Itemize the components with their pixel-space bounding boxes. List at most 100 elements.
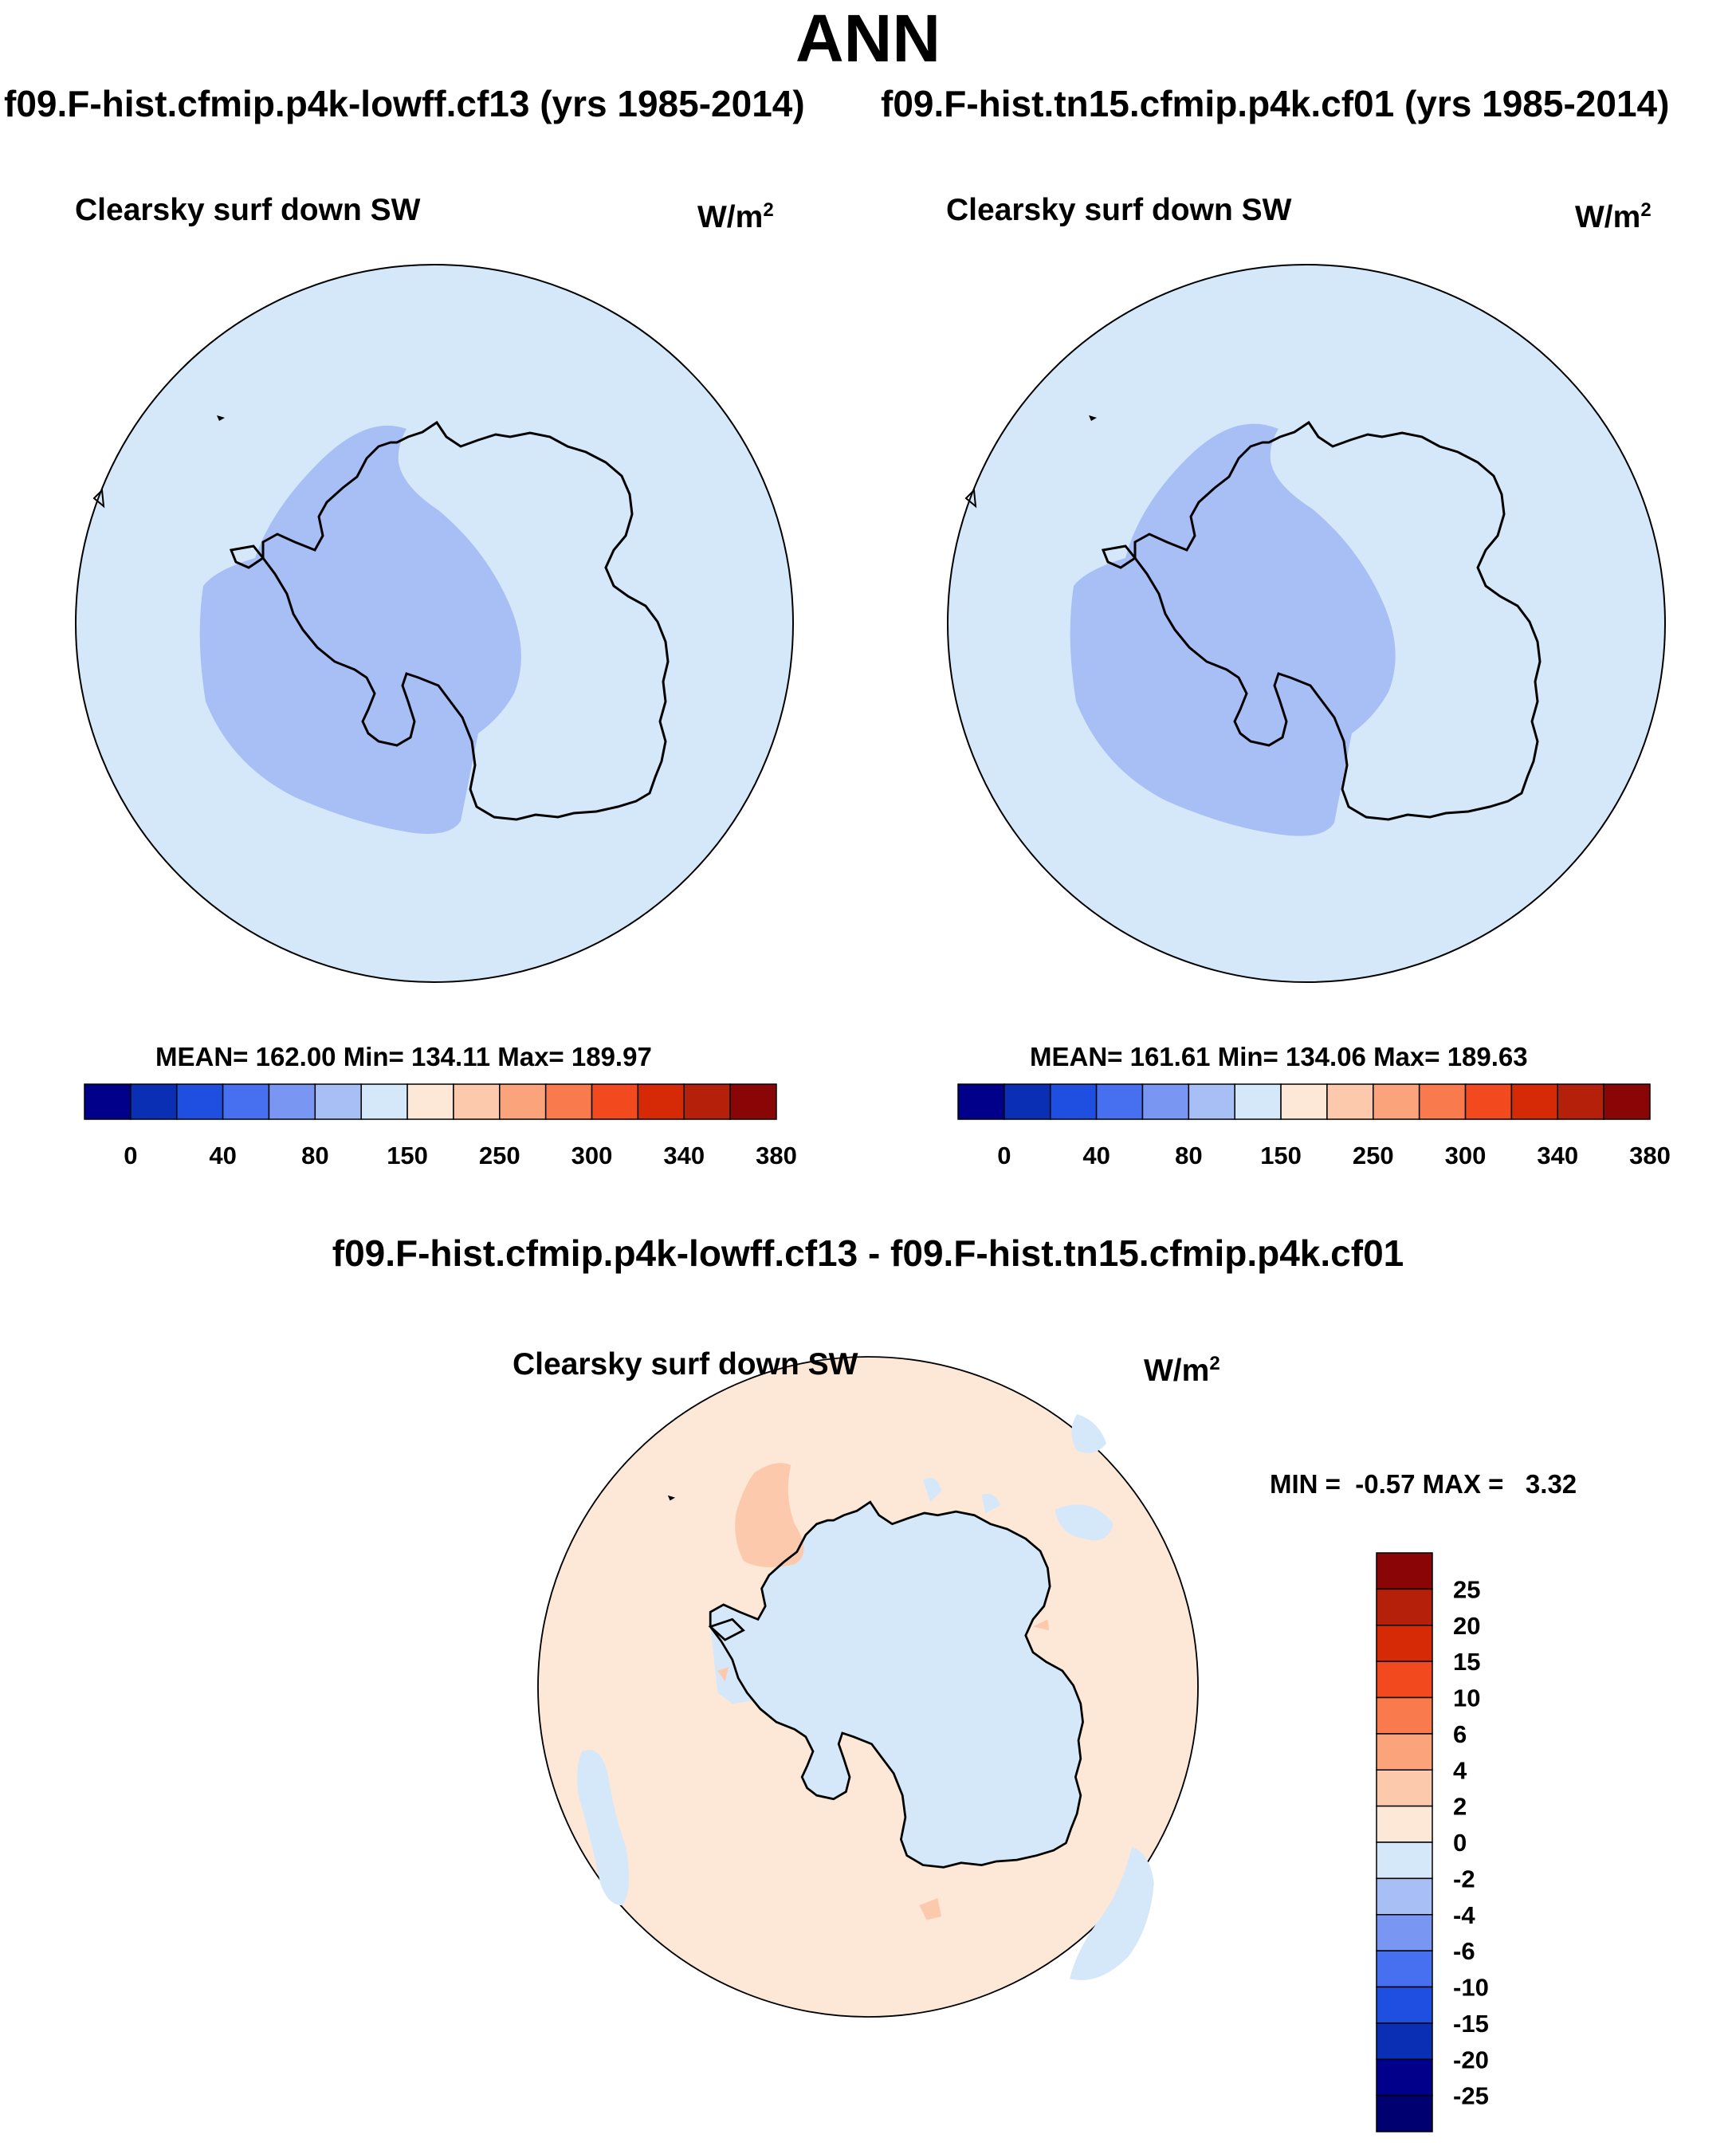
case1-colorbar-swatch-0 — [84, 1083, 132, 1120]
case2-variable-label: Clearsky surf down SW — [946, 193, 1292, 227]
case2-south-america-tip — [964, 488, 977, 509]
case1-units-exp: 2 — [763, 199, 774, 221]
diff-colorbar-tick-label: -10 — [1453, 1974, 1489, 2002]
case2-colorbar-tick-label: 0 — [997, 1142, 1011, 1169]
case1-units: W/m2 — [697, 199, 774, 235]
diff-colorbar-tick-label: 6 — [1453, 1720, 1467, 1748]
case1-ice-shelf-outline — [229, 544, 265, 569]
diff-units-base: W/m — [1144, 1354, 1210, 1388]
diff-colorbar-swatch-3 — [1376, 1661, 1433, 1699]
diff-colorbar-tick-label: -6 — [1453, 1937, 1475, 1965]
case1-colorbar-swatch-14 — [729, 1083, 777, 1120]
case2-colorbar: 0 40 80 150 250 300 340 380 — [957, 1083, 1671, 1169]
case1-low-value-region — [199, 425, 521, 834]
diff-colorbar-tick-label: -15 — [1453, 2010, 1489, 2038]
diff-colorbar-swatch-12 — [1376, 1986, 1433, 2024]
case1-island — [217, 415, 225, 421]
case2-units-exp: 2 — [1640, 199, 1652, 221]
case1-colorbar-tick-label: 250 — [479, 1142, 520, 1169]
diff-colorbar-tick-label: -20 — [1453, 2046, 1489, 2073]
case1-stats: MEAN= 162.00 Min= 134.11 Max= 189.97 — [155, 1042, 652, 1071]
diff-colorbar-swatch-10 — [1376, 1914, 1433, 1951]
case2-colorbar-swatch-6 — [1234, 1083, 1282, 1120]
diff-colorbar-swatch-5 — [1376, 1733, 1433, 1771]
case2-colorbar-tick-label: 80 — [1175, 1142, 1202, 1169]
case2-colorbar-tick-label: 300 — [1445, 1142, 1487, 1169]
case1-colorbar-tick-label: 300 — [571, 1142, 613, 1169]
case2-colorbar-swatch-9 — [1373, 1083, 1420, 1120]
case1-colorbar-swatch-6 — [360, 1083, 408, 1120]
case2-colorbar-tick-label: 40 — [1082, 1142, 1110, 1169]
case2-colorbar-swatch-2 — [1049, 1083, 1098, 1120]
diff-colorbar-tick-label: -4 — [1453, 1901, 1475, 1929]
case1-colorbar: 0 40 80 150 250 300 340 380 — [84, 1083, 797, 1169]
case1-colorbar-tick-label: 40 — [209, 1142, 236, 1169]
diff-colorbar-swatch-6 — [1376, 1769, 1433, 1807]
season-title: ANN — [795, 1, 941, 76]
case1-colorbar-swatch-9 — [499, 1083, 547, 1120]
case1-variable-label: Clearsky surf down SW — [75, 193, 421, 227]
case2-map — [947, 264, 1666, 983]
diff-colorbar-tick-label: 0 — [1453, 1829, 1467, 1857]
case2-colorbar-swatch-8 — [1326, 1083, 1374, 1120]
case1-south-america-tip — [92, 488, 105, 509]
diff-colorbar-tick-label: 15 — [1453, 1648, 1480, 1676]
diff-colorbar-tick-label: 20 — [1453, 1612, 1480, 1640]
case2-low-value-region — [1070, 423, 1396, 836]
diff-units: W/m2 — [1144, 1353, 1220, 1389]
diff-map — [537, 1356, 1199, 2018]
case2-colorbar-swatch-3 — [1095, 1083, 1144, 1120]
case1-colorbar-swatch-4 — [268, 1083, 316, 1120]
diff-island — [667, 1495, 676, 1501]
case1-colorbar-swatch-3 — [222, 1083, 270, 1120]
diff-colorbar-swatch-7 — [1376, 1805, 1433, 1843]
case2-colorbar-swatch-0 — [957, 1083, 1005, 1120]
case1-colorbar-swatch-12 — [637, 1083, 685, 1120]
case1-units-base: W/m — [697, 200, 764, 234]
case2-colorbar-swatch-7 — [1280, 1083, 1328, 1120]
case1-colorbar-swatch-5 — [314, 1083, 362, 1120]
diff-colorbar-tick-label: 10 — [1453, 1684, 1480, 1712]
case2-colorbar-swatch-1 — [1004, 1083, 1051, 1120]
case1-map — [75, 264, 794, 983]
case2-colorbar-swatch-14 — [1603, 1083, 1651, 1120]
case1-colorbar-tick-label: 340 — [663, 1142, 705, 1169]
diff-colorbar-swatch-11 — [1376, 1950, 1433, 1988]
diff-negative-regions — [577, 1413, 1154, 1980]
case1-colorbar-tick-label: 150 — [387, 1142, 428, 1169]
diff-units-exp: 2 — [1209, 1353, 1220, 1374]
diff-stats: MIN = -0.57 MAX = 3.32 — [1270, 1469, 1577, 1499]
diff-ice-shelf-outline — [708, 1617, 745, 1641]
case2-colorbar-swatch-4 — [1141, 1083, 1190, 1120]
diff-colorbar-swatch-14 — [1376, 2058, 1433, 2097]
diff-colorbar-swatch-2 — [1376, 1625, 1433, 1662]
diff-positive-regions — [717, 1463, 1050, 1920]
case1-colorbar-swatch-7 — [407, 1083, 454, 1120]
case2-colorbar-tick-label: 380 — [1629, 1142, 1671, 1169]
diff-colorbar-swatch-8 — [1376, 1841, 1433, 1880]
diff-colorbar-swatch-15 — [1376, 2094, 1433, 2132]
case2-island — [1089, 415, 1097, 421]
case1-colorbar-swatch-10 — [544, 1083, 593, 1120]
diff-colorbar-swatch-1 — [1376, 1588, 1433, 1626]
case2-units-base: W/m — [1575, 200, 1641, 234]
case1-colorbar-tick-label: 0 — [124, 1142, 137, 1169]
diff-colorbar-swatch-13 — [1376, 2022, 1433, 2060]
case2-ice-shelf-outline — [1101, 544, 1137, 569]
case1-colorbar-swatch-11 — [591, 1083, 639, 1120]
case1-colorbar-swatch-2 — [175, 1083, 224, 1120]
case1-colorbar-swatch-13 — [683, 1083, 731, 1120]
diff-colorbar-tick-label: 4 — [1453, 1756, 1467, 1784]
case1-colorbar-tick-label: 380 — [756, 1142, 797, 1169]
case2-colorbar-swatch-5 — [1188, 1083, 1235, 1120]
case2-colorbar-tick-label: 340 — [1537, 1142, 1578, 1169]
case2-title: f09.F-hist.tn15.cfmip.p4k.cf01 (yrs 1985… — [881, 83, 1670, 124]
case2-units: W/m2 — [1575, 199, 1652, 235]
diff-colorbar-tick-label: 2 — [1453, 1793, 1467, 1821]
diff-colorbar-swatch-4 — [1376, 1696, 1433, 1735]
case2-colorbar-tick-label: 150 — [1260, 1142, 1302, 1169]
case1-colorbar-swatch-8 — [453, 1083, 501, 1120]
case2-colorbar-swatch-10 — [1418, 1083, 1467, 1120]
case1-colorbar-tick-label: 80 — [301, 1142, 328, 1169]
